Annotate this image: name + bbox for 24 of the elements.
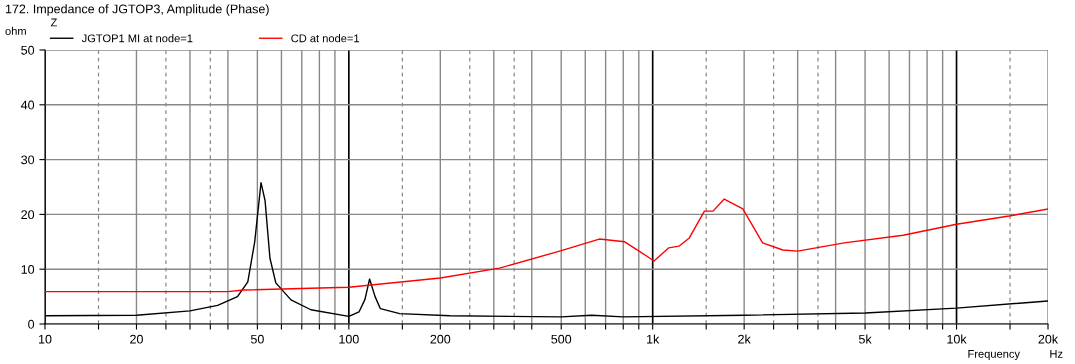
x-tick-label: 200 xyxy=(430,334,451,344)
x-tick-label: 10 xyxy=(39,334,52,344)
x-tick-label: 100 xyxy=(339,334,359,344)
x-tick-label: 5k xyxy=(858,334,872,344)
legend-label: CD at node=1 xyxy=(291,34,360,43)
y-tick-label: 10 xyxy=(21,265,35,274)
x-tick-label: 20k xyxy=(1038,334,1059,344)
x-tick-label: 500 xyxy=(551,334,572,344)
y-tick-label: 20 xyxy=(21,210,35,220)
y-axis-title: ohm xyxy=(5,26,26,35)
text: Hz xyxy=(1050,350,1063,358)
y-tick-label: 30 xyxy=(21,155,35,165)
y-tick-label: 0 xyxy=(28,319,35,329)
y-tick-label: 40 xyxy=(20,100,35,110)
x-tick-label: 1k xyxy=(647,334,660,344)
x-tick-label: 10k xyxy=(947,334,967,344)
legend-label: JGTOP1 MI at node=1 xyxy=(81,34,193,43)
chart-title: 172. Impedance of JGTOP3, Amplitude (Phase) xyxy=(5,4,269,16)
x-axis-title: Frequency xyxy=(968,350,1020,360)
x-tick-label: 50 xyxy=(250,334,264,344)
y-tick-label: 50 xyxy=(21,45,35,55)
x-tick-label: 20 xyxy=(130,334,143,344)
legend-title: Z xyxy=(50,18,57,27)
x-tick-label: 2k xyxy=(738,334,751,344)
